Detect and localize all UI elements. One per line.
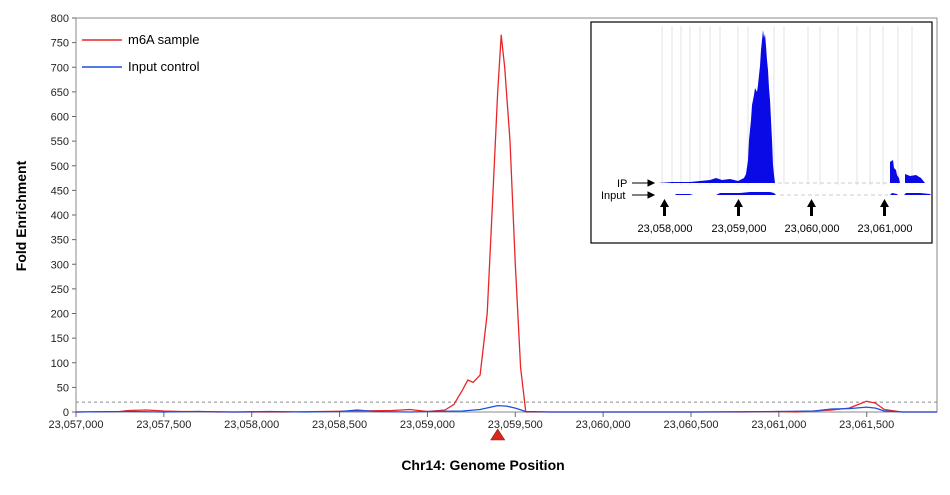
inset-position-label: 23,061,000	[857, 223, 912, 235]
legend-label-m6a: m6A sample	[128, 32, 200, 47]
y-tick-label: 450	[51, 185, 69, 197]
inset-track-label-input: Input	[601, 190, 625, 202]
inset-track-label-ip: IP	[617, 178, 627, 190]
y-tick-label: 400	[51, 210, 69, 222]
x-tick-label: 23,058,500	[312, 419, 367, 431]
y-tick-label: 200	[51, 309, 69, 321]
inset-input-track	[660, 192, 931, 195]
x-tick-label: 23,060,000	[576, 419, 631, 431]
inset-position-arrows	[660, 199, 889, 216]
x-tick-label: 23,060,500	[663, 419, 718, 431]
y-tick-label: 650	[51, 87, 69, 99]
x-axis-title: Chr14: Genome Position	[401, 457, 564, 473]
y-tick-label: 600	[51, 112, 69, 124]
x-tick-label: 23,059,500	[488, 419, 543, 431]
y-tick-label: 0	[63, 407, 69, 419]
x-axis: 23,057,000 23,057,500 23,058,000 23,058,500…	[48, 412, 894, 431]
inset-label-arrows	[632, 179, 656, 199]
y-tick-label: 500	[51, 161, 69, 173]
inset-position-label: 23,059,000	[711, 223, 766, 235]
y-tick-label: 50	[57, 382, 69, 394]
y-tick-label: 350	[51, 235, 69, 247]
legend-label-input: Input control	[128, 59, 200, 74]
x-tick-label: 23,061,500	[839, 419, 894, 431]
y-tick-label: 300	[51, 259, 69, 271]
inset-position-label: 23,060,000	[784, 223, 839, 235]
series-line-input-control	[75, 404, 937, 413]
legend: m6A sample Input control	[82, 32, 200, 74]
y-tick-label: 150	[51, 333, 69, 345]
y-tick-label: 100	[51, 358, 69, 370]
series-group	[75, 34, 937, 413]
inset-position-label: 23,058,000	[637, 223, 692, 235]
x-tick-label: 23,058,000	[224, 419, 279, 431]
x-tick-label: 23,057,000	[48, 419, 103, 431]
y-tick-label: 700	[51, 62, 69, 74]
y-axis-title: Fold Enrichment	[13, 160, 29, 271]
x-tick-label: 23,059,000	[400, 419, 455, 431]
x-tick-label: 23,061,000	[751, 419, 806, 431]
y-tick-label: 750	[51, 38, 69, 50]
inset-track-view: IP Input 23,058,000 23,059,000 23,060,00…	[590, 21, 933, 244]
y-axis: 0 50 100 150 200 250 300 350 400 450 500 550 600 650 7…	[51, 13, 76, 419]
y-tick-label: 800	[51, 13, 69, 25]
peak-marker-triangle	[490, 428, 506, 441]
y-tick-label: 250	[51, 284, 69, 296]
inset-gridlines	[661, 26, 913, 185]
x-tick-label: 23,057,500	[136, 419, 191, 431]
inset-track-dashes	[778, 182, 888, 196]
y-tick-label: 550	[51, 136, 69, 148]
